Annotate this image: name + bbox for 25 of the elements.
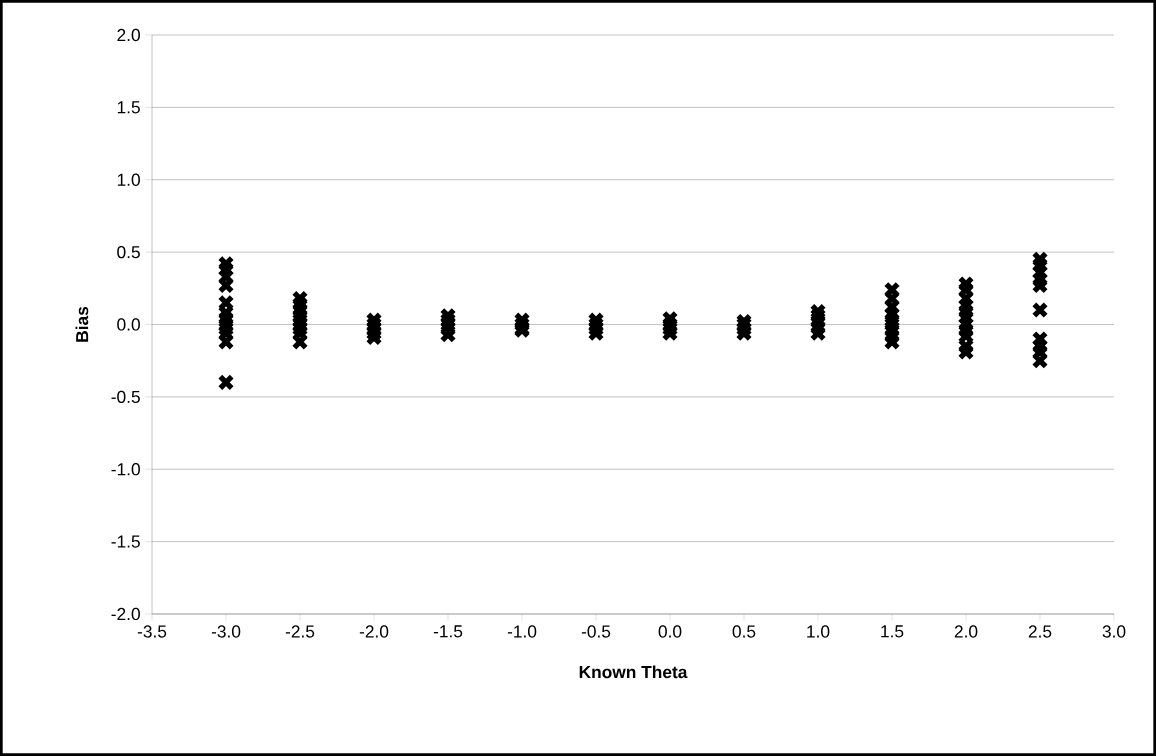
y-tick-label: -0.5: [111, 390, 140, 403]
y-tick-label: 2.0: [117, 28, 140, 42]
y-tick-label: -2.0: [111, 607, 140, 621]
y-tick-label: 1.5: [117, 101, 140, 114]
x-tick-label: -3.5: [137, 625, 167, 638]
x-tick-label: -1.5: [433, 625, 463, 638]
y-tick-label: 0.5: [117, 245, 140, 259]
x-tick-label: -2.5: [285, 625, 315, 638]
x-tick-label: 1.5: [881, 625, 904, 638]
x-tick-label: 0.5: [732, 625, 756, 638]
x-tick-label: 0.0: [658, 625, 682, 638]
x-tick-label: 3.0: [1102, 625, 1126, 638]
x-tick-label: -0.5: [581, 625, 611, 638]
x-tick-label: -1.0: [507, 625, 537, 638]
y-tick-label: -1.0: [111, 463, 140, 476]
x-tick-label: -2.0: [359, 625, 389, 638]
y-tick-label: -1.5: [111, 535, 140, 548]
x-axis-title: Known Theta: [579, 665, 688, 679]
x-tick-label: 2.5: [1028, 625, 1052, 638]
y-tick-label: 1.0: [117, 173, 140, 186]
x-tick-label: -3.0: [211, 625, 241, 638]
y-axis-title: Bias: [75, 306, 89, 342]
x-tick-label: 1.0: [807, 625, 830, 638]
y-tick-label: 0.0: [117, 318, 140, 331]
x-tick-label: 2.0: [954, 625, 978, 638]
